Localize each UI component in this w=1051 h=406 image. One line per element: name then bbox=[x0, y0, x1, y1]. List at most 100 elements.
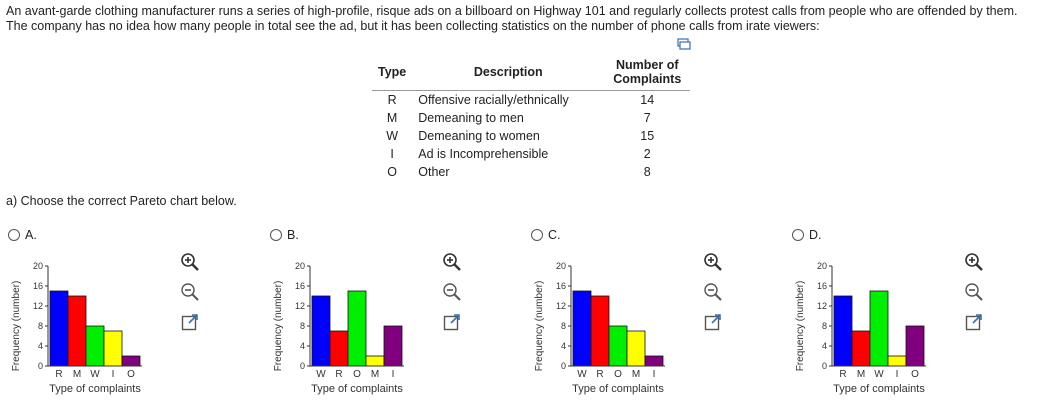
bar-O bbox=[905, 325, 925, 367]
bar-I bbox=[103, 330, 123, 367]
header-complaints-line1: Number of bbox=[616, 58, 679, 72]
chart-a-tools bbox=[180, 252, 202, 342]
y-tick-label: 16 bbox=[817, 281, 827, 291]
option-a: A. 0 4 8 12 16 20 R M W I O Type of complaints Frequ… bbox=[8, 222, 270, 406]
bar-O bbox=[121, 355, 141, 367]
x-tick-label: M bbox=[73, 369, 81, 380]
bar-O bbox=[347, 290, 367, 367]
x-tick-label: O bbox=[614, 369, 622, 380]
y-tick-label: 8 bbox=[300, 321, 305, 331]
y-tick-label: 12 bbox=[556, 301, 566, 311]
y-tick-label: 4 bbox=[300, 341, 305, 351]
x-tick-label: I bbox=[896, 369, 899, 380]
row-type: O bbox=[387, 165, 397, 179]
x-tick-label: W bbox=[316, 369, 326, 380]
y-tick-label: 0 bbox=[38, 361, 43, 371]
y-tick-label: 12 bbox=[295, 301, 305, 311]
pareto-chart-a: 0 4 8 12 16 20 R M W I O Type of complaints Frequenc… bbox=[11, 261, 142, 395]
zoom-in-icon[interactable] bbox=[964, 252, 984, 272]
header-type: Type bbox=[372, 54, 413, 91]
y-tick-label: 4 bbox=[38, 341, 43, 351]
header-complaints: Number of Complaints bbox=[604, 54, 691, 91]
row-count: 8 bbox=[643, 165, 651, 179]
y-tick-label: 4 bbox=[822, 341, 827, 351]
bar-R bbox=[833, 295, 853, 367]
option-b: B. 0 4 8 12 16 20 W R O M I Type of complaints Frequ… bbox=[270, 222, 532, 406]
zoom-out-icon[interactable] bbox=[442, 282, 462, 302]
row-type: M bbox=[386, 111, 398, 125]
option-c: C. 0 4 8 12 16 20 W R O M I Type of complaints Frequ… bbox=[531, 222, 793, 406]
zoom-out-icon[interactable] bbox=[180, 282, 200, 302]
x-tick-label: R bbox=[839, 369, 846, 380]
table-row: W Demeaning to women 15 bbox=[372, 127, 690, 145]
y-axis-title: Frequency (number) bbox=[534, 281, 545, 372]
option-c-label[interactable]: C. bbox=[548, 228, 561, 242]
popout-icon[interactable] bbox=[180, 312, 200, 332]
option-b-label[interactable]: B. bbox=[287, 228, 299, 242]
zoom-out-icon[interactable] bbox=[964, 282, 984, 302]
header-description: Description bbox=[412, 54, 605, 91]
y-tick-label: 16 bbox=[295, 281, 305, 291]
y-tick-label: 0 bbox=[561, 361, 566, 371]
y-tick-label: 12 bbox=[817, 301, 827, 311]
table-row: R Offensive racially/ethnically 14 bbox=[372, 91, 690, 110]
zoom-in-icon[interactable] bbox=[703, 252, 723, 272]
x-tick-label: O bbox=[127, 369, 135, 380]
option-c-radio[interactable] bbox=[531, 229, 543, 241]
bar-M bbox=[851, 330, 871, 367]
bar-O bbox=[608, 325, 628, 367]
zoom-out-icon[interactable] bbox=[703, 282, 723, 302]
row-count: 14 bbox=[640, 93, 655, 107]
zoom-in-icon[interactable] bbox=[180, 252, 200, 272]
x-tick-label: O bbox=[353, 369, 361, 380]
zoom-in-icon[interactable] bbox=[442, 252, 462, 272]
x-axis-title: Type of complaints bbox=[833, 383, 925, 395]
pareto-chart-b: 0 4 8 12 16 20 W R O M I Type of complaints Frequenc… bbox=[273, 261, 404, 395]
row-count: 2 bbox=[643, 147, 651, 161]
bar-W bbox=[869, 290, 889, 367]
y-tick-label: 8 bbox=[38, 321, 43, 331]
row-type: I bbox=[390, 147, 394, 161]
x-tick-label: M bbox=[632, 369, 640, 380]
y-axis-title: Frequency (number) bbox=[273, 281, 284, 372]
x-axis-title: Type of complaints bbox=[311, 383, 403, 395]
option-a-radio[interactable] bbox=[8, 229, 20, 241]
copy-icon[interactable] bbox=[677, 38, 691, 50]
row-description: Demeaning to women bbox=[418, 129, 540, 143]
x-tick-label: R bbox=[55, 369, 62, 380]
bar-R bbox=[329, 330, 349, 367]
y-tick-label: 20 bbox=[33, 261, 43, 271]
header-complaints-line2: Complaints bbox=[613, 72, 682, 86]
question-text: a) Choose the correct Pareto chart below… bbox=[6, 194, 237, 208]
chart-c-tools bbox=[703, 252, 725, 342]
pareto-chart-d: 0 4 8 12 16 20 R M W I O Type of complaints Frequenc… bbox=[795, 261, 926, 395]
option-d: D. 0 4 8 12 16 20 R M W I O Type of complaints Frequ… bbox=[792, 222, 1051, 406]
y-tick-label: 16 bbox=[556, 281, 566, 291]
row-description: Other bbox=[418, 165, 450, 179]
x-axis-title: Type of complaints bbox=[49, 383, 141, 395]
option-a-label[interactable]: A. bbox=[25, 228, 37, 242]
popout-icon[interactable] bbox=[703, 312, 723, 332]
row-description: Demeaning to men bbox=[418, 111, 524, 125]
y-tick-label: 20 bbox=[295, 261, 305, 271]
popout-icon[interactable] bbox=[964, 312, 984, 332]
x-tick-label: I bbox=[392, 369, 395, 380]
row-type: R bbox=[387, 93, 397, 107]
row-count: 15 bbox=[640, 129, 655, 143]
option-d-radio[interactable] bbox=[792, 229, 804, 241]
bar-R bbox=[49, 290, 69, 367]
bar-W bbox=[85, 325, 105, 367]
option-b-radio[interactable] bbox=[270, 229, 282, 241]
x-tick-label: I bbox=[653, 369, 656, 380]
option-d-label[interactable]: D. bbox=[809, 228, 822, 242]
x-tick-label: W bbox=[90, 369, 100, 380]
table-row: I Ad is Incomprehensible 2 bbox=[372, 145, 690, 163]
y-axis-title: Frequency (number) bbox=[795, 281, 806, 372]
y-tick-label: 8 bbox=[822, 321, 827, 331]
chart-d-tools bbox=[964, 252, 986, 342]
y-tick-label: 20 bbox=[817, 261, 827, 271]
y-tick-label: 12 bbox=[33, 301, 43, 311]
x-tick-label: M bbox=[857, 369, 865, 380]
x-tick-label: W bbox=[874, 369, 884, 380]
popout-icon[interactable] bbox=[442, 312, 462, 332]
